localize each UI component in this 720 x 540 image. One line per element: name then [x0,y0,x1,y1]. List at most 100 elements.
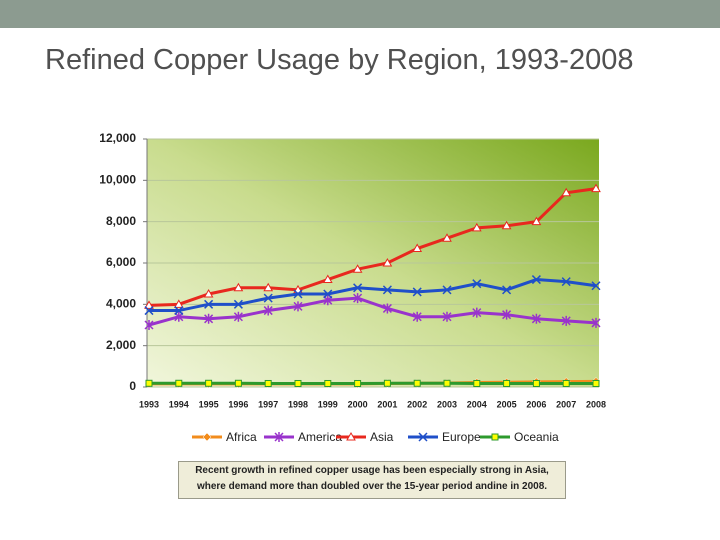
marker [501,220,512,230]
marker [233,299,243,309]
y-tick-label: 0 [129,379,136,393]
x-tick-label: 2008 [586,399,606,409]
marker [383,379,391,387]
marker [263,305,273,316]
marker [442,311,452,322]
marker [412,311,422,322]
x-tick-label: 1998 [288,399,308,409]
marker [293,289,303,299]
marker [294,379,302,387]
marker [562,379,570,387]
marker [412,243,423,253]
marker [561,187,572,197]
marker [382,303,392,314]
marker [491,433,499,441]
x-tick-label: 2003 [437,399,457,409]
y-tick-label: 6,000 [106,255,136,269]
series [144,275,601,316]
marker [382,257,393,267]
marker [205,379,213,387]
top-bar [0,0,720,28]
marker [561,315,571,326]
x-tick-label: 1995 [199,399,219,409]
legend-label: Asia [370,430,394,444]
marker [472,307,482,318]
marker [263,282,274,292]
marker [591,183,601,193]
marker [346,431,356,441]
marker [502,309,512,320]
marker [264,379,272,387]
marker [234,379,242,387]
y-tick-label: 12,000 [99,131,136,145]
series [144,293,601,330]
series-line [149,278,597,313]
y-tick-label: 2,000 [106,338,136,352]
x-tick-label: 2001 [377,399,397,409]
marker [233,282,244,292]
marker [204,313,214,324]
marker [412,287,422,297]
marker [531,216,542,226]
x-tick-label: 1993 [139,399,159,409]
marker [591,317,601,328]
marker [324,379,332,387]
marker [202,432,212,442]
marker [263,293,273,303]
marker [592,379,600,387]
marker [443,379,451,387]
marker [471,222,482,232]
series-line [148,296,597,327]
x-tick-label: 1999 [318,399,338,409]
x-tick-label: 2006 [526,399,546,409]
marker [174,306,184,316]
marker [352,264,363,273]
y-tick-label: 8,000 [106,214,136,228]
marker [293,301,303,312]
x-tick-label: 2004 [467,399,487,409]
y-tick-label: 4,000 [106,297,136,311]
marker [442,233,452,242]
marker [413,379,421,387]
marker [591,281,601,291]
x-tick-label: 2007 [556,399,576,409]
marker [353,283,363,293]
legend-label: Europe [442,430,481,444]
marker [175,379,183,387]
marker [323,289,333,299]
marker [144,320,154,330]
marker [322,274,333,284]
y-tick-label: 10,000 [99,173,136,187]
marker [204,299,214,309]
x-tick-label: 2000 [348,399,368,409]
marker [442,285,452,295]
series-line [148,187,597,307]
caption: Recent growth in refined copper usage ha… [178,461,566,499]
marker [472,279,482,289]
marker [144,306,154,316]
marker [203,288,214,298]
marker [382,285,392,295]
x-tick-label: 1994 [169,399,189,409]
marker [473,379,481,387]
marker [531,313,541,324]
x-tick-label: 2002 [407,399,427,409]
marker [233,311,243,322]
x-tick-label: 1997 [258,399,278,409]
marker [503,379,511,387]
legend-label: Africa [226,430,257,444]
marker [354,379,362,387]
series [145,379,600,387]
marker [502,285,512,295]
marker [173,299,184,308]
marker [274,432,284,442]
marker [532,379,540,387]
slide-title: Refined Copper Usage by Region, 1993-200… [45,44,634,76]
legend-label: America [298,430,342,444]
x-tick-label: 1996 [228,399,248,409]
x-tick-label: 2005 [497,399,517,409]
marker [144,300,154,309]
legend-label: Oceania [514,430,559,444]
